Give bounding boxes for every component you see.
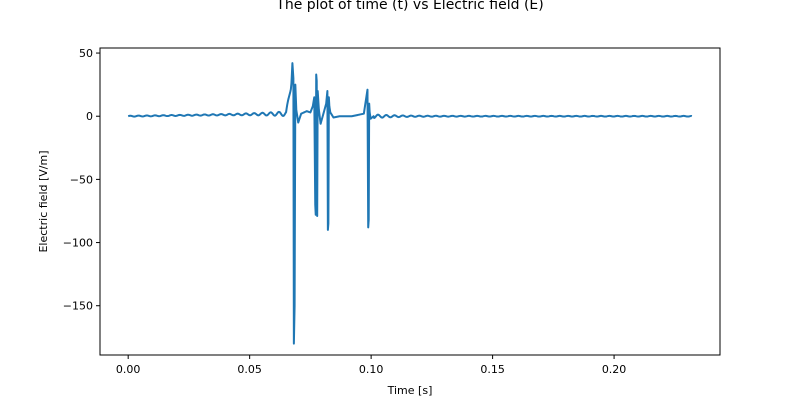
x-tick-label: 0.05 [237, 363, 262, 376]
x-tick-label: 0.10 [359, 363, 384, 376]
series-line [127, 62, 693, 345]
x-tick-label: 0.15 [480, 363, 505, 376]
y-tick-label: 50 [79, 47, 93, 60]
y-axis-label: Electric field [V/m] [37, 150, 50, 252]
x-tick-label: 0.20 [602, 363, 627, 376]
y-axis-ticks: 50 0 −50 −100 −150 [63, 47, 100, 313]
y-tick-label: −100 [63, 237, 93, 250]
plot-area-frame [99, 47, 721, 356]
y-tick-label: 0 [86, 110, 93, 123]
chart-title: The plot of time (t) vs Electric field (… [275, 0, 543, 13]
x-tick-label: 0.00 [116, 363, 141, 376]
x-axis-ticks: 0.00 0.05 0.10 0.15 0.20 [116, 355, 626, 376]
x-axis-label: Time [s] [387, 384, 433, 397]
y-tick-label: −150 [63, 300, 93, 313]
y-tick-label: −50 [70, 173, 93, 186]
